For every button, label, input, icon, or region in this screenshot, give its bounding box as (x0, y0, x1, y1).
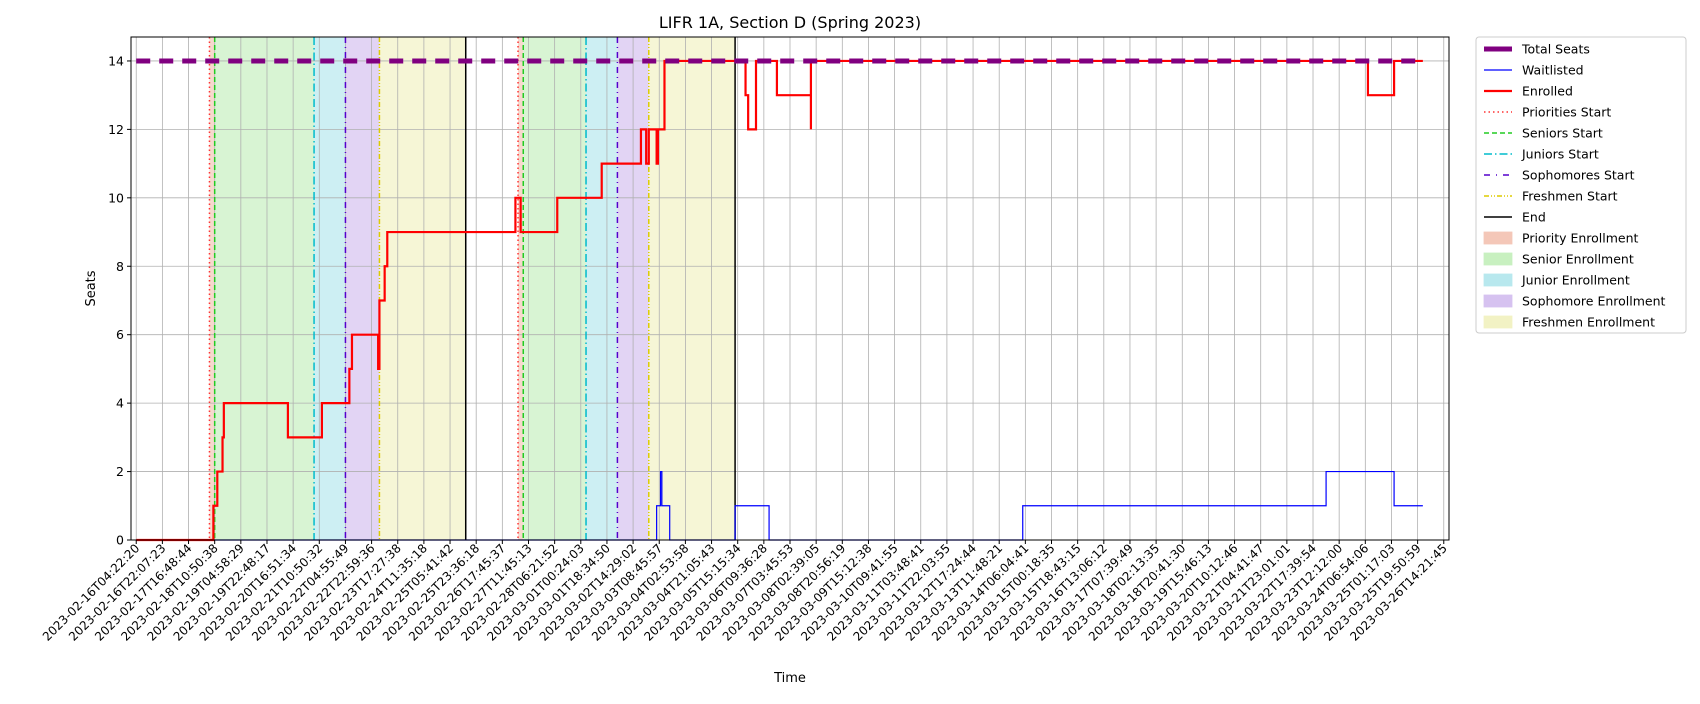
legend-priorities-start-label: Priorities Start (1522, 105, 1611, 120)
priority-enrollment-band (518, 37, 524, 540)
y-tick-label: 6 (116, 327, 124, 342)
legend-enrolled-label: Enrolled (1522, 84, 1573, 99)
y-tick-label: 8 (116, 259, 124, 274)
legend-freshmen-enrollment-label: Freshmen Enrollment (1522, 315, 1655, 330)
y-tick-label: 10 (108, 190, 124, 205)
freshmen-enrollment-band (648, 37, 736, 540)
freshmen-enrollment-band (379, 37, 466, 540)
enrollment-bands (209, 37, 736, 540)
legend-total-seats-label: Total Seats (1521, 42, 1590, 57)
y-tick-label: 14 (108, 53, 124, 68)
legend-box (1475, 36, 1687, 334)
legend-waitlisted-label: Waitlisted (1522, 63, 1584, 78)
junior-enrollment-band (586, 37, 618, 540)
legend-juniors-start-label: Juniors Start (1521, 147, 1599, 162)
y-tick-label: 4 (116, 396, 124, 411)
enrolled-line (136, 59, 1423, 542)
y-tick-label: 2 (116, 464, 124, 479)
legend-junior-enrollment-label: Junior Enrollment (1521, 273, 1630, 288)
legend-sophomore-enrollment-label: Sophomore Enrollment (1522, 294, 1666, 309)
series-lines (136, 58, 1423, 542)
junior-enrollment-band (314, 37, 346, 540)
waitlisted-line (136, 470, 1423, 541)
legend-priority-enrollment-swatch (1483, 231, 1513, 245)
priority-enrollment-band (209, 37, 215, 540)
legend-end-label: End (1522, 210, 1546, 225)
legend-seniors-start-label: Seniors Start (1522, 126, 1603, 141)
legend-sophomores-start-label: Sophomores Start (1522, 168, 1635, 183)
y-axis-label: Seats (84, 270, 99, 306)
senior-enrollment-band (214, 37, 315, 540)
legend: Total Seats Waitlisted Enrolled Priorities … (1475, 36, 1687, 334)
legend-senior-enrollment-label: Senior Enrollment (1522, 252, 1634, 267)
chart-title: LIFR 1A, Section D (Spring 2023) (659, 13, 921, 32)
legend-sophomore-enrollment-swatch (1483, 294, 1513, 308)
x-axis-label: Time (773, 671, 806, 686)
legend-priority-enrollment-label: Priority Enrollment (1522, 231, 1639, 246)
grid (131, 37, 1449, 541)
period-marker-lines (208, 37, 736, 540)
y-tick-label: 12 (108, 122, 124, 137)
legend-freshmen-start-label: Freshmen Start (1522, 189, 1618, 204)
legend-senior-enrollment-swatch (1483, 252, 1513, 266)
sophomore-enrollment-band (345, 37, 380, 540)
legend-freshmen-enrollment-swatch (1483, 315, 1513, 329)
legend-junior-enrollment-swatch (1483, 273, 1513, 287)
y-tick-label: 0 (116, 533, 124, 548)
